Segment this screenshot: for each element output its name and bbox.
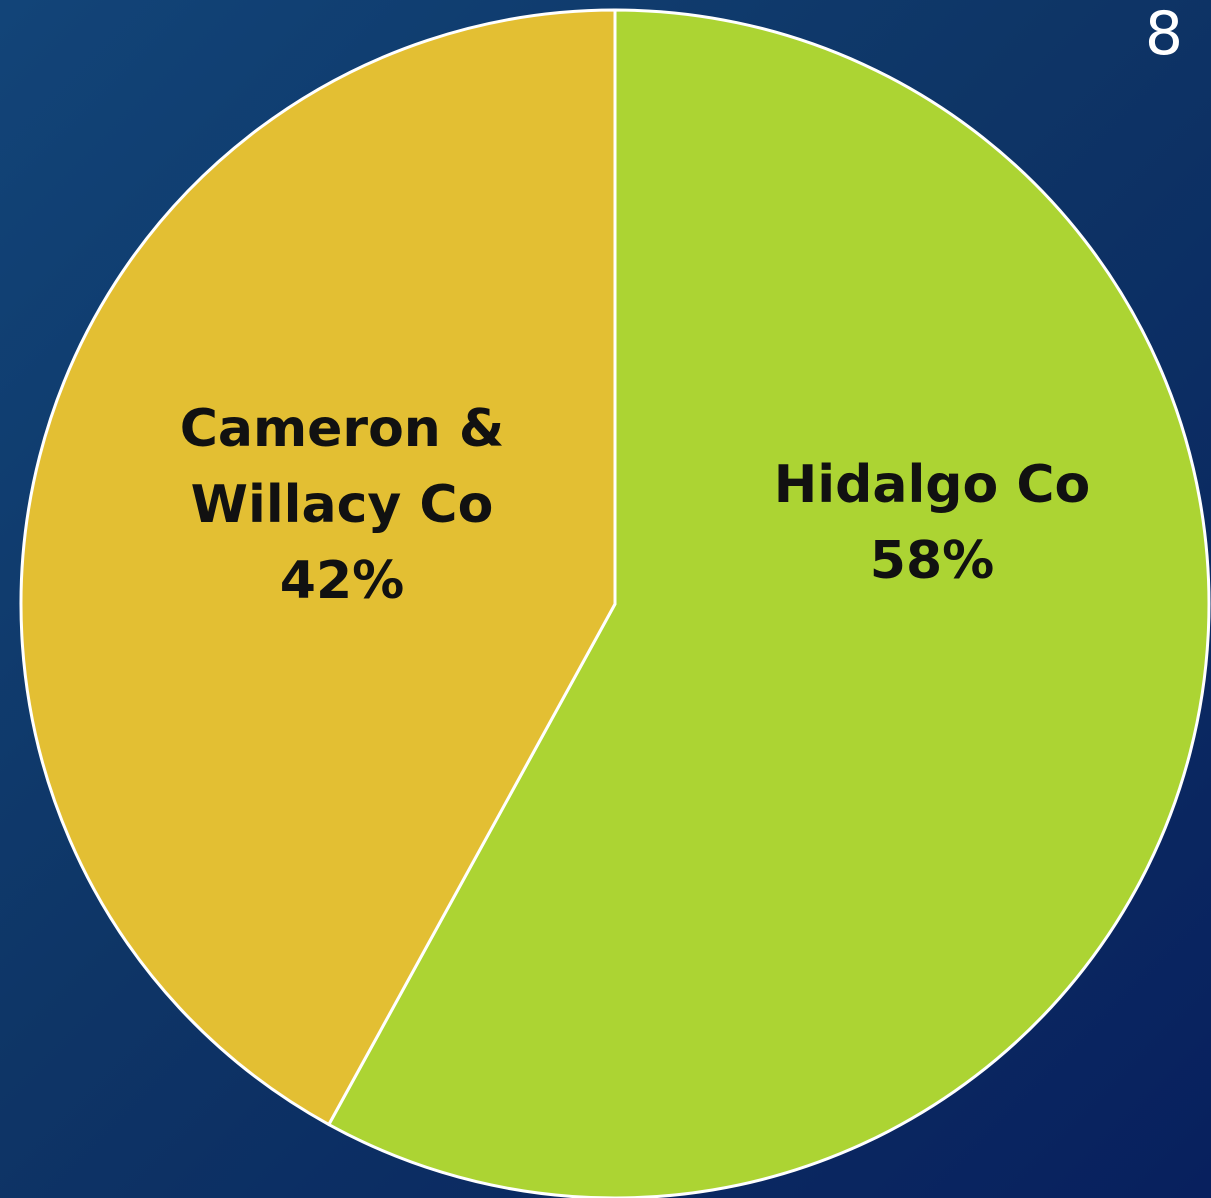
page-number: 8 xyxy=(1144,0,1183,69)
slice-name-line: Hidalgo Co xyxy=(774,455,1090,515)
slice-percent-label: 58% xyxy=(870,531,994,591)
slice-label-hidalgo: Hidalgo Co 58% xyxy=(774,455,1090,591)
slice-percent-label: 42% xyxy=(280,551,404,611)
slice-label-cameron-willacy: Cameron & Willacy Co 42% xyxy=(180,399,505,611)
pie-labels: Hidalgo Co 58% Cameron & Willacy Co 42% xyxy=(180,399,1090,611)
pie-slice-cameron-willacy xyxy=(19,8,617,1127)
slice-name-line: Cameron & xyxy=(180,399,505,459)
pie-slice-hidalgo xyxy=(327,8,1211,1198)
pie-slices xyxy=(19,8,1211,1198)
slice-name-line: Willacy Co xyxy=(191,475,494,535)
